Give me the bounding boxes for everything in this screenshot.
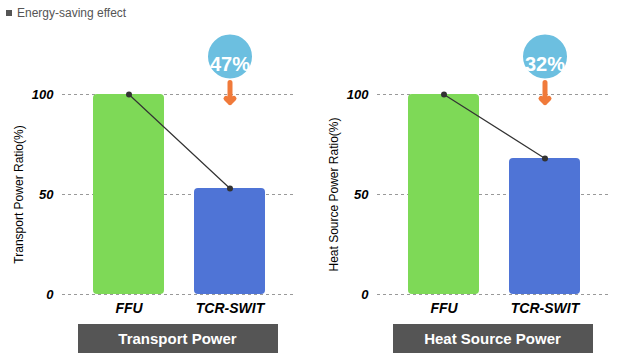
svg-text:FFU: FFU	[430, 300, 458, 316]
html-text:Energy-saving effect: Energy-saving effect	[17, 6, 127, 20]
svg-text:0: 0	[361, 287, 369, 302]
svg-text:100: 100	[347, 87, 369, 102]
svg-text:50: 50	[354, 187, 369, 202]
html-text:Heat Source Power: Heat Source Power	[424, 330, 561, 347]
svg-text:Transport Power Ratio(%): Transport Power Ratio(%)	[12, 125, 26, 263]
svg-text:100: 100	[32, 87, 54, 102]
svg-text:TCR-SWIT: TCR-SWIT	[511, 300, 581, 316]
svg-text:50: 50	[39, 187, 54, 202]
svg-text:FFU: FFU	[115, 300, 143, 316]
html-text:Transport Power: Transport Power	[118, 330, 237, 347]
svg-text:32%: 32%	[525, 53, 565, 75]
svg-text:Heat Source Power Ratio(%): Heat Source Power Ratio(%)	[327, 117, 341, 271]
svg-text:47%: 47%	[210, 53, 250, 75]
svg-text:0: 0	[46, 287, 54, 302]
svg-text:TCR-SWIT: TCR-SWIT	[196, 300, 266, 316]
